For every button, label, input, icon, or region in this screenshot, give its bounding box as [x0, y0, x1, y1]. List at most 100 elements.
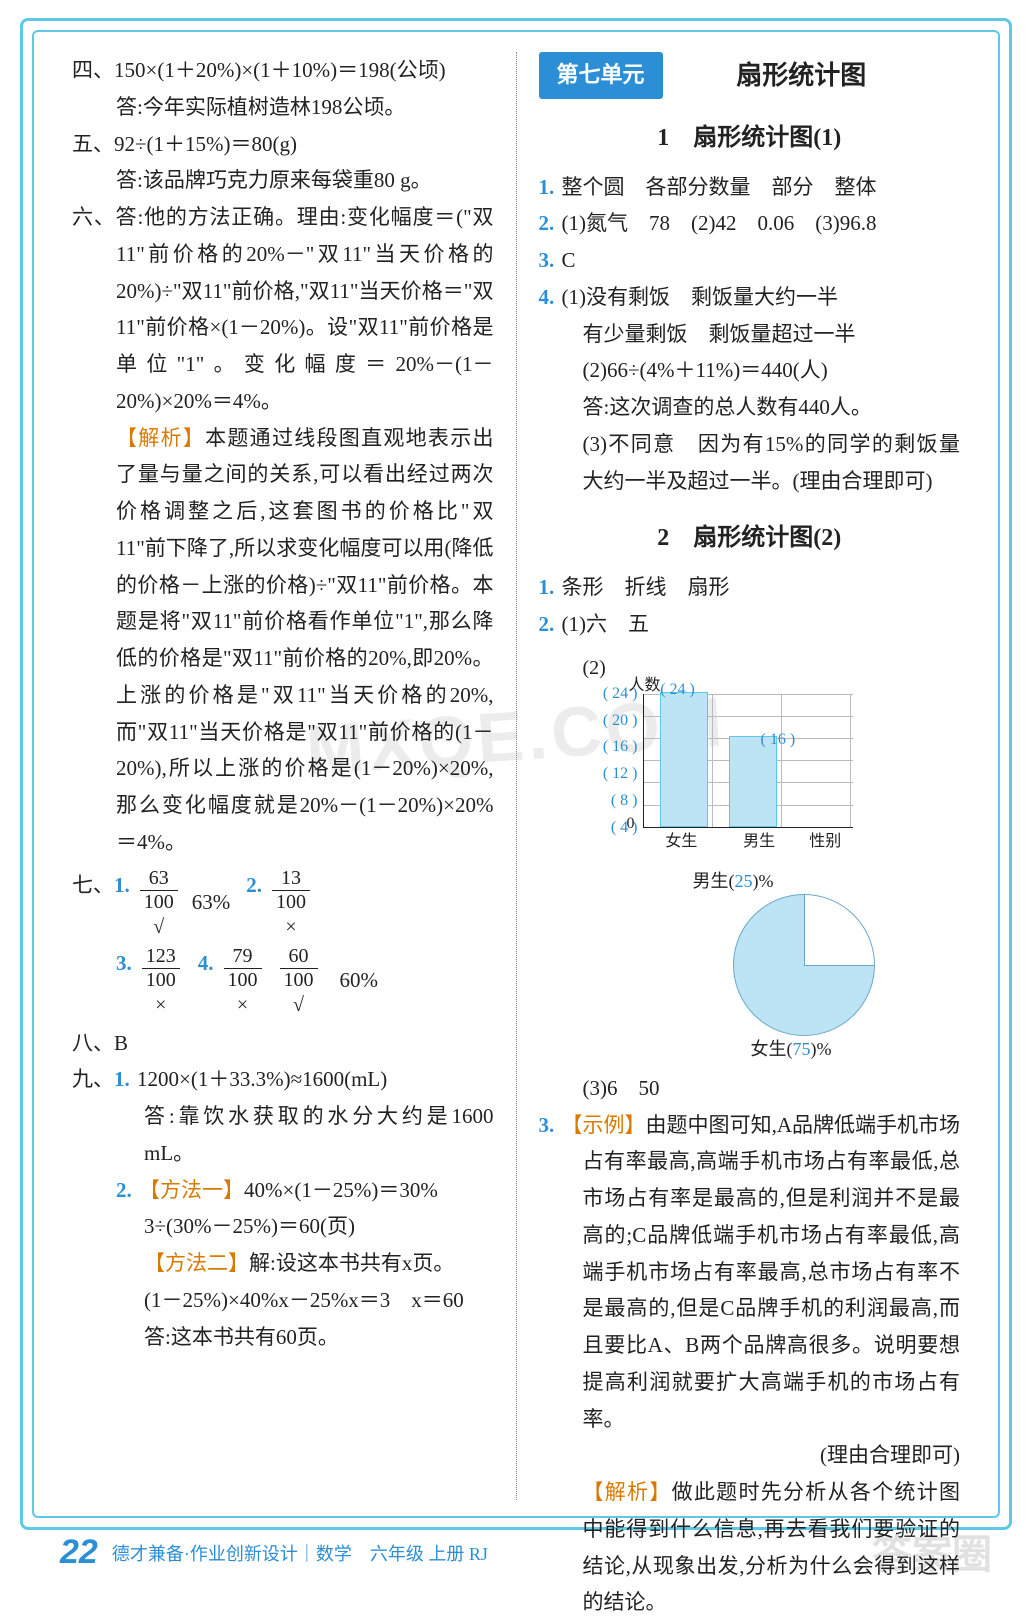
analysis-label: 【解析】: [116, 426, 205, 450]
q4-answer: 答:今年实际植树造林198公顷。: [72, 89, 494, 126]
q9-2a: 2. 【方法一】40%×(1－25%)＝30%: [72, 1172, 494, 1209]
label: 男生(: [693, 871, 735, 891]
q7-pct2: 60%: [340, 962, 379, 999]
q9-2d: (1－25%)×40%x－25%x＝3 x＝60: [72, 1282, 494, 1319]
page-number: 22: [60, 1533, 98, 1572]
val: 25: [735, 871, 753, 891]
val: 75: [793, 1039, 811, 1059]
text: 整个圆 各部分数量 部分 整体: [562, 175, 877, 199]
q7-pct1: 63%: [192, 884, 231, 921]
q9-1a-text: 1200×(1＋33.3%)≈1600(mL): [137, 1067, 387, 1091]
frac-bot: 100: [280, 969, 318, 992]
frac-bot: 100: [142, 969, 180, 992]
suffix: )%: [753, 871, 774, 891]
num: 3.: [539, 1113, 555, 1137]
s2-3-tail: (理由合理即可): [539, 1437, 961, 1474]
frac-mark: √: [153, 916, 164, 939]
unit-header: 第七单元 扇形统计图: [539, 52, 961, 99]
zero: 0: [627, 810, 635, 838]
s1-4e: (3)不同意 因为有15%的同学的剩饭量大约一半及超过一半。(理由合理即可): [539, 426, 961, 500]
frac-mark: ×: [237, 994, 248, 1017]
text: 条形 折线 扇形: [562, 575, 730, 599]
q6-body: 六、答:他的方法正确。理由:变化幅度＝("双11"前价格的20%－"双11"当天…: [72, 199, 494, 420]
suffix: )%: [811, 1039, 832, 1059]
text: (1)没有剩饭 剩饭量大约一半: [562, 285, 839, 309]
s2-2a: 2. (1)六 五: [539, 606, 961, 643]
q9-2e: 答:这本书共有60页。: [72, 1319, 494, 1356]
bar-chart-wrap: (2) 人数 ( 24 ) ( 20 ) ( 16 ) ( 12 ) ( 8 )…: [539, 649, 961, 1066]
bar-girl-value: ( 24 ): [660, 676, 695, 704]
bar-girl: [660, 692, 708, 827]
label: 女生(: [751, 1039, 793, 1059]
frac-mark: √: [293, 994, 304, 1017]
right-column: 第七单元 扇形统计图 1 扇形统计图(1) 1. 整个圆 各部分数量 部分 整体…: [517, 52, 973, 1500]
footer-text: 德才兼备·作业创新设计｜数学 六年级 上册 RJ: [112, 1540, 488, 1566]
frac-top: 63: [145, 867, 173, 890]
s2-2c: (3)6 50: [539, 1070, 961, 1107]
page: MXQE.COM 答案圈 四、150×(1＋20%)×(1＋10%)＝198(公…: [0, 0, 1032, 1600]
q9-label: 九、: [72, 1067, 114, 1091]
section2-title: 2 扇形统计图(2): [539, 517, 961, 559]
num: 2.: [539, 211, 555, 235]
frac-top: 13: [277, 867, 305, 890]
frac-mark: ×: [285, 916, 296, 939]
s2-2b-label: (2): [583, 657, 606, 679]
q9-1a: 九、1. 1200×(1＋33.3%)≈1600(mL): [72, 1061, 494, 1098]
q8: 八、B: [72, 1025, 494, 1062]
s2-3-analysis: 【解析】做此题时先分析从各个统计图中能得到什么信息,再去看我们要验证的结论,从现…: [539, 1474, 961, 1621]
s1-4b: 有少量剩饭 剩饭量超过一半: [539, 316, 961, 353]
frac-5: 60 100 √: [280, 945, 318, 1017]
pie-girl-label: 女生(75)%: [751, 1034, 832, 1066]
s2-1: 1. 条形 折线 扇形: [539, 569, 961, 606]
text: C: [562, 248, 576, 272]
num: 4.: [539, 285, 555, 309]
left-column: 四、150×(1＋20%)×(1＋10%)＝198(公顷) 答:今年实际植树造林…: [60, 52, 517, 1500]
ytick: ( 20 ): [583, 713, 638, 729]
val: 12: [612, 765, 628, 782]
q9-1b: 答:靠饮水获取的水分大约是1600 mL。: [72, 1098, 494, 1172]
frac-top: 60: [285, 945, 313, 968]
x-axis-name: 性别: [798, 828, 852, 856]
q5-answer: 答:该品牌巧克力原来每袋重80 g。: [72, 162, 494, 199]
text: (1)氮气 78 (2)42 0.06 (3)96.8: [562, 211, 877, 235]
ytick: ( 12 ): [583, 766, 638, 782]
q6-analysis: 【解析】本题通过线段图直观地表示出了量与量之间的关系,可以看出经过两次价格调整之…: [72, 420, 494, 861]
method2-label: 【方法二】: [144, 1251, 249, 1275]
text: (1)六 五: [562, 612, 650, 636]
q7-row2: 3. 123 100 × 4. 79 100 × 60 100: [72, 945, 494, 1017]
frac-top: 79: [229, 945, 257, 968]
frac-bot: 100: [272, 891, 310, 914]
frac-top: 123: [142, 945, 180, 968]
val: 16: [612, 738, 628, 755]
q6-analysis-text: 本题通过线段图直观地表示出了量与量之间的关系,可以看出经过两次价格调整之后,这套…: [116, 426, 494, 854]
frac-mark: ×: [155, 994, 166, 1017]
q7-label: 七、: [72, 867, 114, 904]
analysis-label: 【解析】: [583, 1480, 672, 1504]
q9-2b: 3÷(30%－25%)＝60(页): [72, 1208, 494, 1245]
num: 1.: [539, 175, 555, 199]
q4-line1: 四、150×(1＋20%)×(1＋10%)＝198(公顷): [72, 52, 494, 89]
s1-3: 3. C: [539, 242, 961, 279]
frac-3: 123 100 ×: [142, 945, 180, 1017]
ytick: ( 8 ): [583, 793, 638, 809]
text: 由题中图可知,A品牌低端手机市场占有率最高,高端手机市场占有率最低,总市场占有率…: [583, 1113, 961, 1431]
s1-4c: (2)66÷(4%＋11%)＝440(人): [539, 352, 961, 389]
unit-badge: 第七单元: [539, 52, 663, 99]
s1-1: 1. 整个圆 各部分数量 部分 整体: [539, 169, 961, 206]
bar-boy-value: ( 16 ): [761, 726, 796, 754]
val: 16: [770, 731, 786, 748]
q9-n2: 2.: [116, 1178, 132, 1202]
val: 8: [620, 792, 628, 809]
plot-area: ( 24 ) ( 16 ): [643, 694, 853, 828]
q7-row1: 七、 1. 63 100 √ 63% 2. 13 100 ×: [72, 867, 494, 939]
pie-chart: [733, 894, 875, 1036]
val: 24: [612, 685, 628, 702]
val: 20: [612, 712, 628, 729]
frac-4: 79 100 ×: [224, 945, 262, 1017]
num: 3.: [539, 248, 555, 272]
x-labels: 女生 男生 性别: [643, 828, 853, 856]
q5-line1: 五、92÷(1＋15%)＝80(g): [72, 126, 494, 163]
unit-title: 扇形统计图: [703, 53, 960, 99]
frac-1: 63 100 √: [140, 867, 178, 939]
ytick: ( 24 ): [583, 686, 638, 702]
